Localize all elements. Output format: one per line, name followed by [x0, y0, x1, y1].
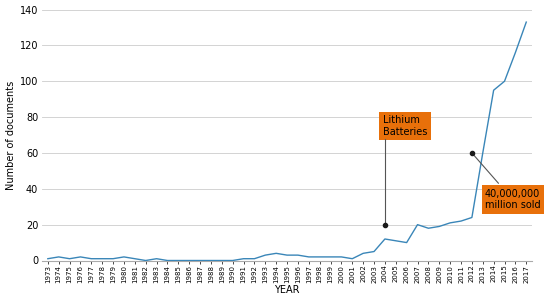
- X-axis label: YEAR: YEAR: [274, 285, 300, 296]
- Y-axis label: Number of documents: Number of documents: [6, 80, 15, 190]
- Text: 40,000,000
million sold: 40,000,000 million sold: [474, 155, 540, 210]
- Text: Lithium
Batteries: Lithium Batteries: [383, 115, 427, 137]
